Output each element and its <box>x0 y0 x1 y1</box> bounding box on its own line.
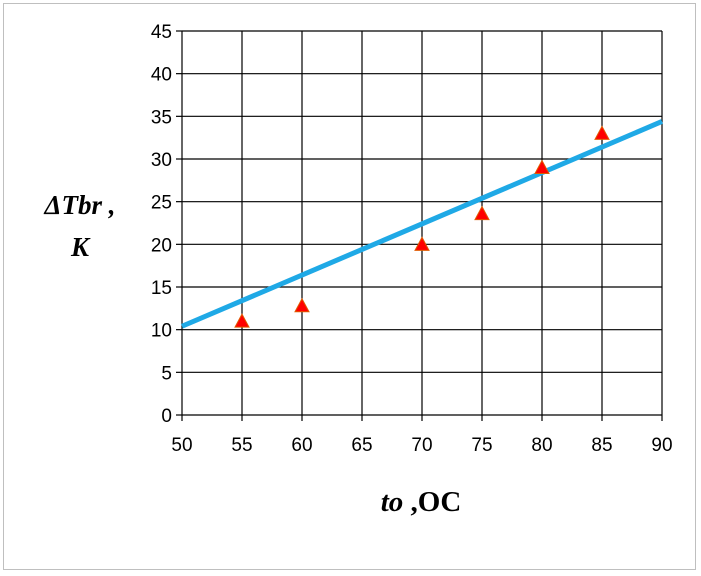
x-tick-label: 60 <box>291 435 312 456</box>
y-tick-label: 20 <box>151 235 172 256</box>
y-tick-label: 30 <box>151 150 172 171</box>
y-tick-label: 25 <box>151 193 172 214</box>
data-point-triangle <box>294 297 310 313</box>
y-tick-label: 45 <box>151 22 172 43</box>
x-axis-label-unit: ,OC <box>403 486 461 518</box>
data-point-triangle <box>594 125 610 140</box>
y-tick-label: 35 <box>151 107 172 128</box>
grid <box>176 30 663 421</box>
y-tick-label: 10 <box>151 321 172 342</box>
x-tick-label: 55 <box>231 435 252 456</box>
x-tick-label: 50 <box>171 435 192 456</box>
x-tick-labels: 50 55 60 65 70 75 80 85 90 <box>171 435 672 456</box>
y-axis-label-line2: K <box>70 232 91 262</box>
data-points <box>234 125 610 328</box>
data-point-triangle <box>534 159 550 175</box>
trendline <box>181 119 663 329</box>
y-tick-label: 5 <box>161 363 172 384</box>
y-tick-label: 15 <box>151 278 172 299</box>
x-tick-label: 70 <box>411 435 432 456</box>
trendline-group <box>181 119 663 329</box>
data-point-triangle <box>414 236 430 251</box>
x-tick-label: 85 <box>591 435 612 456</box>
data-point-triangle <box>474 205 490 221</box>
y-tick-labels: 0 5 10 15 20 25 30 35 40 45 <box>151 22 172 427</box>
x-tick-label: 80 <box>531 435 552 456</box>
y-tick-label: 0 <box>161 406 172 427</box>
y-axis-label-line1: ΔTbr , <box>44 190 116 220</box>
data-point-triangle <box>234 313 250 328</box>
x-tick-label: 90 <box>651 435 672 456</box>
x-axis-label: to ,OC <box>381 486 462 518</box>
x-tick-label: 75 <box>471 435 492 456</box>
x-axis-label-symbol: to <box>381 486 404 518</box>
x-tick-label: 65 <box>351 435 372 456</box>
y-tick-label: 40 <box>151 65 172 86</box>
